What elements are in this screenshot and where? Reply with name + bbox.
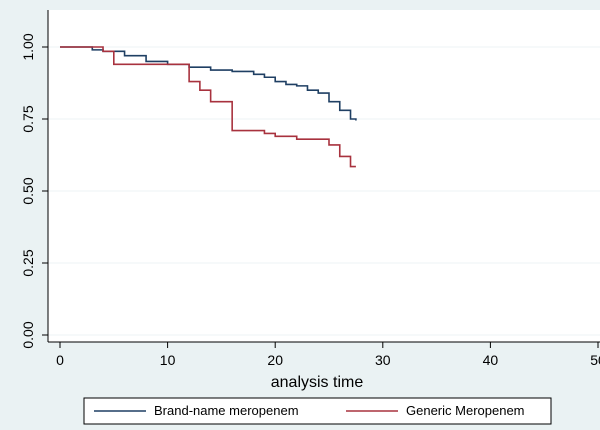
legend-label-brand: Brand-name meropenem: [154, 403, 299, 418]
x-axis-title: analysis time: [271, 374, 364, 391]
x-tick-label-0: 0: [56, 352, 64, 368]
x-tick-label-3: 30: [375, 352, 391, 368]
series-lines: [60, 46, 357, 168]
y-tick-label-2: 0.50: [20, 177, 36, 204]
x-tick-label-4: 40: [483, 352, 499, 368]
legend-box: [83, 397, 552, 425]
series-line-generic: [60, 46, 356, 168]
axes: 0 10 20 30 40 50 0.00 0.25 0.50 0.75 1.00: [20, 10, 600, 368]
legend-label-generic: Generic Meropenem: [406, 403, 525, 418]
series-line-brand: [60, 46, 357, 121]
x-tick-label-1: 10: [160, 352, 176, 368]
x-tick-label-2: 20: [267, 352, 283, 368]
plot-area: [48, 10, 600, 342]
x-tick-label-5: 50: [590, 352, 600, 368]
y-tick-label-1: 0.25: [20, 249, 36, 276]
y-tick-label-3: 0.75: [20, 105, 36, 132]
y-tick-label-4: 1.00: [20, 33, 36, 60]
grid-lines: [48, 46, 600, 336]
legend: Brand-name meropenem Generic Meropenem: [83, 397, 552, 425]
y-tick-label-0: 0.00: [20, 321, 36, 348]
